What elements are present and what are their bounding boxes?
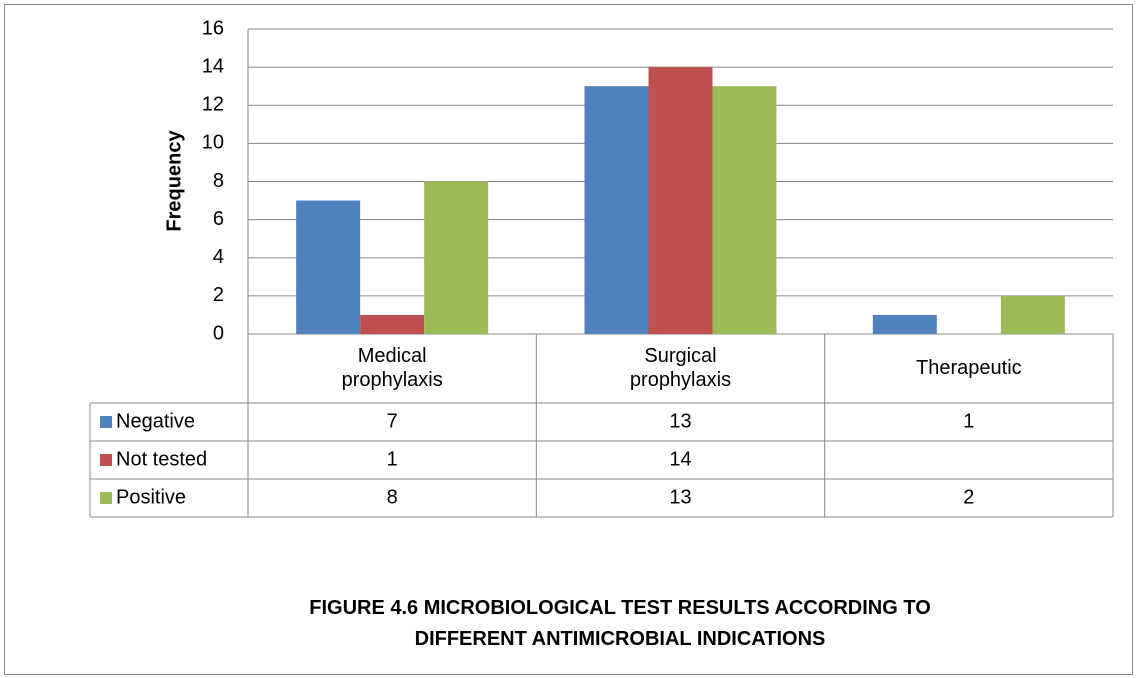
legend-label: Negative: [116, 410, 195, 432]
x-tick-label: Medical prophylaxis: [342, 345, 443, 391]
y-tick-label: 2: [213, 284, 224, 306]
legend-label: Not tested: [116, 448, 207, 470]
y-tick-label: 12: [202, 94, 224, 116]
bar: [1000, 295, 1065, 334]
legend-label: Positive: [116, 486, 186, 508]
y-tick-label: 0: [213, 322, 224, 344]
y-tick-label: 4: [213, 246, 224, 268]
chart-border: [4, 4, 1133, 675]
legend-key: [100, 454, 112, 466]
table-value: 1: [963, 410, 974, 432]
x-tick-label: Therapeutic: [916, 357, 1022, 379]
legend-key: [100, 492, 112, 504]
table-value: 2: [963, 486, 974, 508]
y-tick-label: 16: [202, 17, 224, 39]
table-value: 14: [669, 448, 691, 470]
y-tick-label: 10: [202, 132, 224, 154]
table-value: 7: [387, 410, 398, 432]
bar: [648, 67, 713, 334]
x-tick-label: Surgical prophylaxis: [630, 345, 731, 391]
bar: [584, 86, 649, 334]
bar: [296, 200, 361, 334]
chart-title: FIGURE 4.6 MICROBIOLOGICAL TEST RESULTS …: [309, 597, 931, 650]
legend-key: [100, 416, 112, 428]
bar: [424, 181, 489, 334]
table-value: 13: [669, 410, 691, 432]
bar: [712, 86, 777, 334]
bar: [360, 314, 425, 334]
y-tick-label: 8: [213, 170, 224, 192]
y-tick-label: 14: [202, 55, 224, 77]
table-value: 1: [387, 448, 398, 470]
y-tick-label: 6: [213, 208, 224, 230]
table-value: 13: [669, 486, 691, 508]
y-axis-label: Frequency: [163, 130, 185, 232]
bar: [872, 314, 937, 334]
table-value: 8: [387, 486, 398, 508]
